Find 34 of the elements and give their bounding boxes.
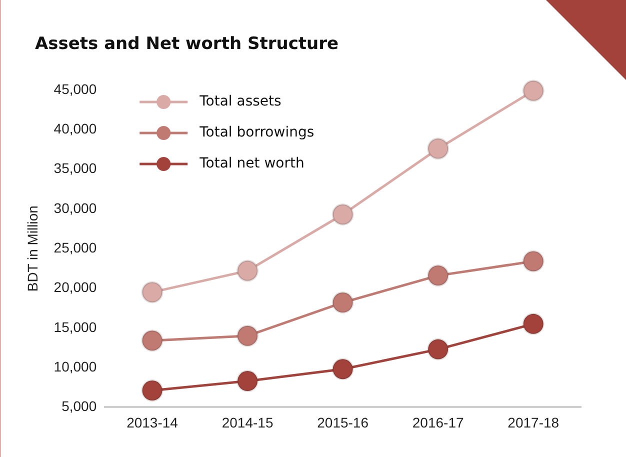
point xyxy=(332,204,354,226)
y-tick-label: 10,000 xyxy=(54,358,97,374)
chart-title: Assets and Net worth Structure xyxy=(35,34,339,54)
legend-label: Total net worth xyxy=(198,156,304,172)
x-tick-label: 2015-16 xyxy=(317,414,369,430)
x-tick-label: 2014-15 xyxy=(222,414,274,430)
y-tick-label: 5,000 xyxy=(62,398,97,414)
point xyxy=(141,330,164,352)
point xyxy=(522,250,544,272)
y-tick-label: 45,000 xyxy=(54,80,97,97)
point xyxy=(427,264,450,287)
x-tick-label: 2017-18 xyxy=(508,414,560,430)
point xyxy=(332,292,354,314)
point xyxy=(332,358,354,380)
y-tick-label: 20,000 xyxy=(54,279,97,296)
point xyxy=(141,380,164,402)
point xyxy=(522,80,544,102)
point xyxy=(427,138,450,160)
y-tick-label: 35,000 xyxy=(54,160,97,176)
x-tick-label: 2016-17 xyxy=(412,414,464,430)
legend-label: Total borrowings xyxy=(198,124,314,141)
point xyxy=(236,324,259,347)
legend-label: Total assets xyxy=(198,94,282,110)
y-tick-label: 15,000 xyxy=(54,318,97,335)
point xyxy=(236,370,259,392)
point xyxy=(522,312,544,335)
y-axis-title: BDT in Million xyxy=(24,206,40,292)
point xyxy=(141,281,164,304)
point xyxy=(427,338,450,360)
y-tick-label: 25,000 xyxy=(54,239,97,256)
x-tick-label: 2013-14 xyxy=(126,414,178,430)
y-tick-label: 40,000 xyxy=(54,120,97,137)
point xyxy=(236,260,259,282)
y-tick-label: 30,000 xyxy=(54,200,97,216)
